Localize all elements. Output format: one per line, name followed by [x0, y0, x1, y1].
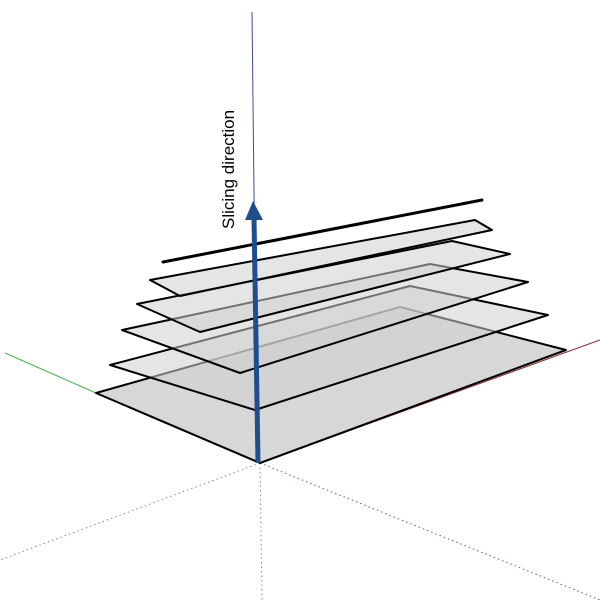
slicing-direction-arrowhead: [245, 201, 263, 220]
axis-green: [4, 352, 97, 394]
slicing-direction-label: Slicing direction: [219, 110, 238, 229]
slice-layer-4: [136, 240, 511, 333]
axis-negative-z-dotted: [259, 462, 263, 600]
slicing-direction-arrow-shaft: [251, 217, 261, 464]
slice-edge-top: [161, 198, 484, 264]
axis-negative-y-dotted: [259, 462, 600, 600]
slice-layer-5: [149, 219, 493, 297]
axis-negative-x-dotted: [0, 462, 261, 561]
